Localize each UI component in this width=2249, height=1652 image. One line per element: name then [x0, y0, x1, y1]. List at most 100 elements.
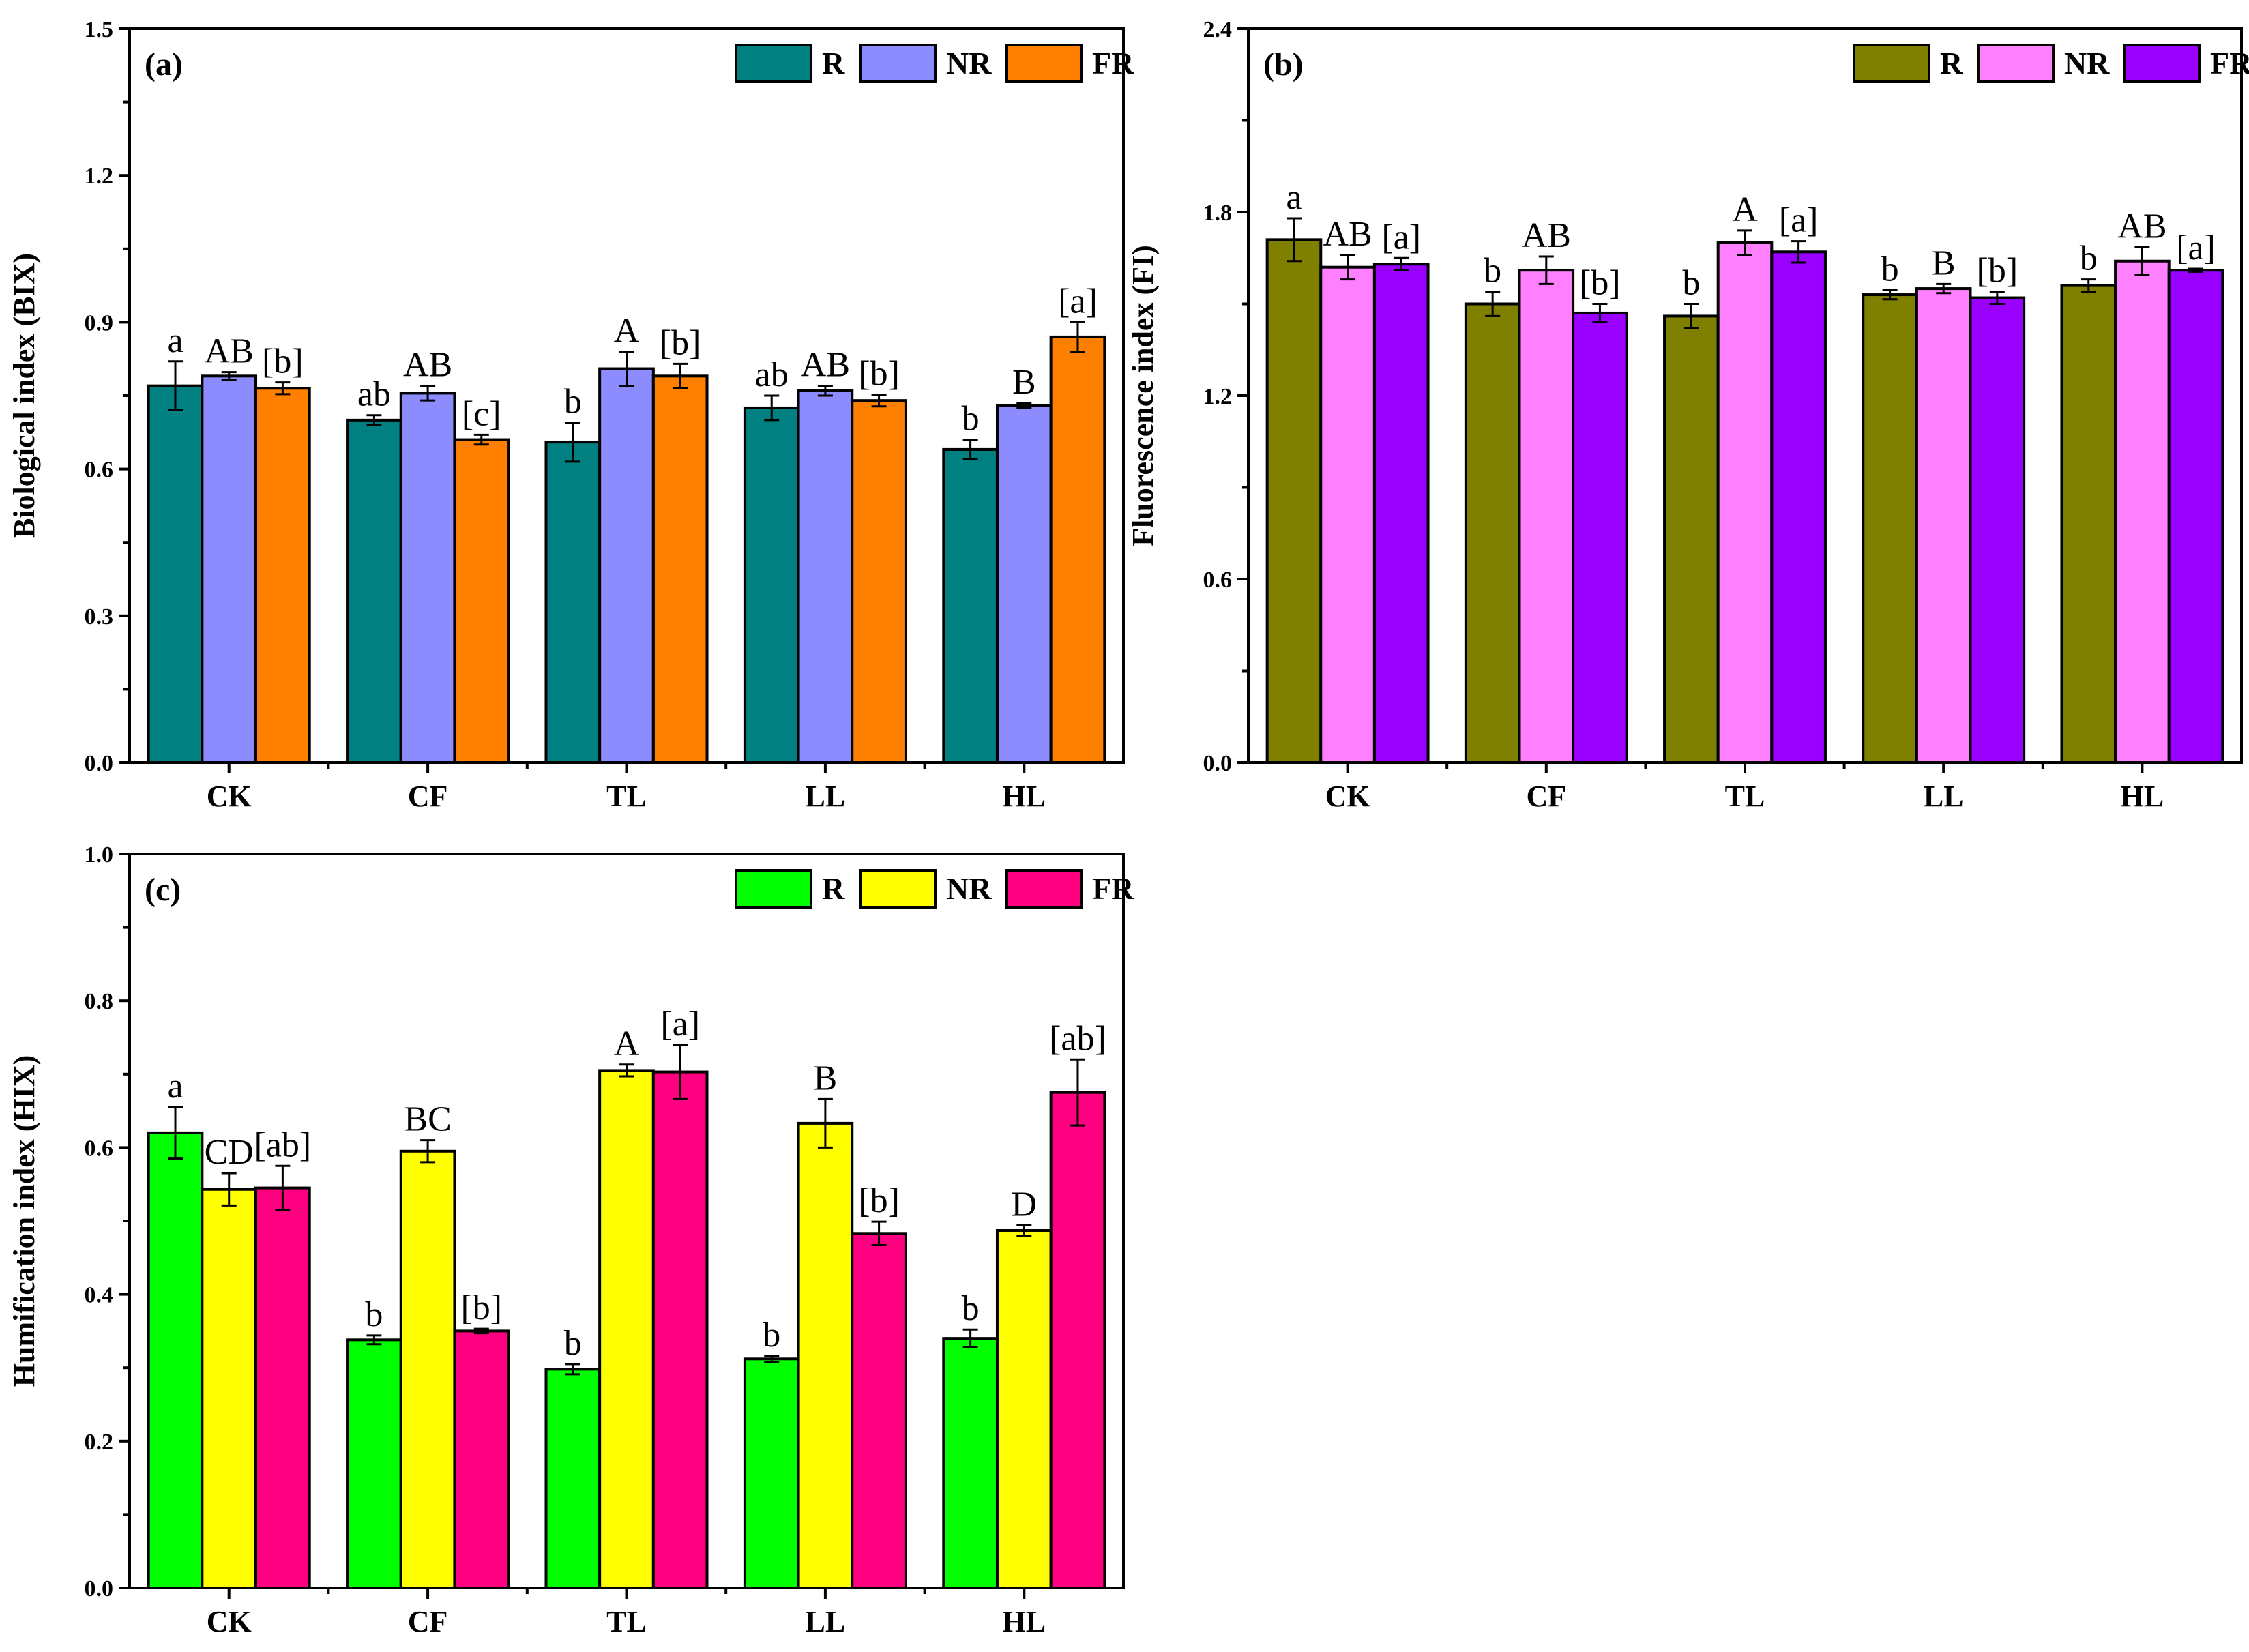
bar-r-cf — [1464, 302, 1521, 764]
error-bar-nr-ll — [817, 1097, 833, 1149]
significance-label: [b] — [1977, 252, 2018, 291]
bar-nr-ll — [797, 1121, 854, 1589]
bar-r-cf — [346, 418, 402, 764]
legend-label-fr: FR — [1092, 46, 1134, 80]
y-tick-label: 1.5 — [85, 17, 114, 42]
error-bar-nr-ll — [1936, 282, 1952, 295]
significance-label: a — [167, 1067, 183, 1106]
significance-label: AB — [1323, 215, 1372, 254]
bar-nr-ck — [1319, 265, 1376, 764]
significance-label: AB — [801, 346, 850, 385]
bar-fr-ck — [254, 387, 311, 764]
bar-nr-ck — [201, 1188, 258, 1590]
bar-nr-tl — [598, 1069, 655, 1590]
bar-fr-ll — [851, 1232, 907, 1589]
error-bar-nr-ck — [221, 1172, 237, 1207]
error-bar-nr-cf — [420, 1139, 436, 1164]
legend-swatch-fr — [1005, 44, 1083, 83]
bar-nr-hl — [995, 404, 1053, 764]
error-bar-r-ck — [168, 360, 183, 412]
significance-label: BC — [404, 1100, 451, 1139]
bar-fr-cf — [1572, 311, 1628, 764]
y-tick-label: 1.2 — [1203, 384, 1233, 409]
significance-label: A — [614, 311, 640, 350]
significance-label: [a] — [1381, 218, 1421, 256]
bar-nr-ll — [797, 389, 854, 764]
significance-label: ab — [357, 375, 391, 414]
significance-label: [b] — [858, 355, 900, 394]
error-bar-r-ll — [764, 1355, 780, 1363]
significance-label: ab — [755, 355, 789, 394]
bar-r-hl — [942, 1337, 999, 1590]
significance-label: b — [1484, 252, 1501, 291]
chart-panel-1: a ab b ab b AB AB A AB B [b] [c] [b] [b] [a] 0.0 0.3 0.6 0… — [8, 17, 1134, 813]
error-bar-fr-ck — [275, 1164, 291, 1211]
legend: R NR FR — [735, 44, 1134, 83]
legend: R NR FR — [735, 869, 1134, 909]
error-bar-r-tl — [565, 421, 580, 463]
error-bar-fr-hl — [1070, 321, 1085, 353]
significance-label: [ab] — [254, 1125, 312, 1164]
significance-label: b — [365, 1295, 383, 1334]
x-tick-label: CK — [1325, 780, 1370, 813]
bar-fr-tl — [1770, 250, 1827, 764]
significance-label: B — [814, 1059, 838, 1097]
y-axis-title: Fluorescence index (FI) — [1126, 245, 1160, 546]
x-tick-label: HL — [2121, 780, 2164, 813]
x-tick-label: CK — [207, 780, 252, 813]
bar-nr-cf — [399, 1149, 456, 1589]
y-tick-label: 0.6 — [85, 458, 114, 483]
error-bar-fr-hl — [2188, 267, 2204, 273]
y-tick-label: 0.0 — [85, 1576, 114, 1602]
bar-fr-cf — [453, 438, 510, 764]
x-tick-label: LL — [1924, 780, 1964, 813]
error-bar-fr-ck — [275, 381, 291, 396]
error-bar-r-cf — [366, 414, 382, 426]
bar-fr-hl — [1049, 335, 1106, 765]
significance-label: b — [962, 1289, 980, 1328]
y-tick-label: 0.6 — [1203, 567, 1233, 593]
y-axis-title: Biological index (BIX) — [8, 253, 41, 538]
significance-label: B — [1012, 363, 1036, 402]
legend-label-nr: NR — [946, 46, 992, 80]
x-tick-label: HL — [1003, 780, 1046, 813]
error-bar-nr-ck — [221, 371, 237, 381]
significance-label: b — [962, 400, 980, 439]
error-bar-fr-cf — [473, 1327, 489, 1335]
error-bar-r-tl — [565, 1363, 580, 1376]
significance-label: A — [1732, 190, 1758, 229]
significance-label: AB — [2117, 207, 2166, 246]
error-bar-fr-hl — [1070, 1058, 1085, 1127]
legend-swatch-nr — [859, 44, 937, 83]
error-bar-nr-ll — [817, 385, 833, 397]
bar-r-tl — [1663, 314, 1720, 764]
significance-label: A — [614, 1024, 640, 1063]
bar-fr-ck — [1372, 263, 1430, 764]
significance-label: D — [1012, 1185, 1038, 1224]
error-bar-fr-tl — [673, 362, 688, 389]
y-tick-label: 1.8 — [1203, 201, 1233, 226]
panel-label: (c) — [145, 872, 181, 908]
significance-label: [a] — [1058, 282, 1098, 321]
error-bar-fr-tl — [1791, 240, 1806, 264]
error-bar-r-hl — [2081, 278, 2096, 293]
legend-swatch-fr — [1005, 869, 1083, 909]
y-tick-label: 0.2 — [85, 1430, 114, 1455]
x-tick-label: TL — [606, 1605, 647, 1638]
bar-nr-ck — [201, 374, 258, 764]
significance-label: AB — [403, 346, 452, 385]
significance-label: b — [2080, 239, 2098, 278]
error-bar-nr-cf — [420, 385, 436, 402]
bar-r-cf — [346, 1338, 402, 1589]
significance-label: b — [1682, 264, 1700, 303]
legend-swatch-r — [1853, 44, 1930, 83]
x-tick-label: TL — [606, 780, 647, 813]
error-bar-fr-ck — [1394, 256, 1409, 271]
significance-label: [a] — [660, 1005, 700, 1044]
significance-label: a — [1286, 178, 1302, 217]
legend-swatch-r — [735, 44, 812, 83]
bar-nr-ll — [1915, 287, 1972, 765]
error-bar-nr-tl — [1737, 229, 1752, 256]
bar-r-ck — [147, 384, 204, 764]
